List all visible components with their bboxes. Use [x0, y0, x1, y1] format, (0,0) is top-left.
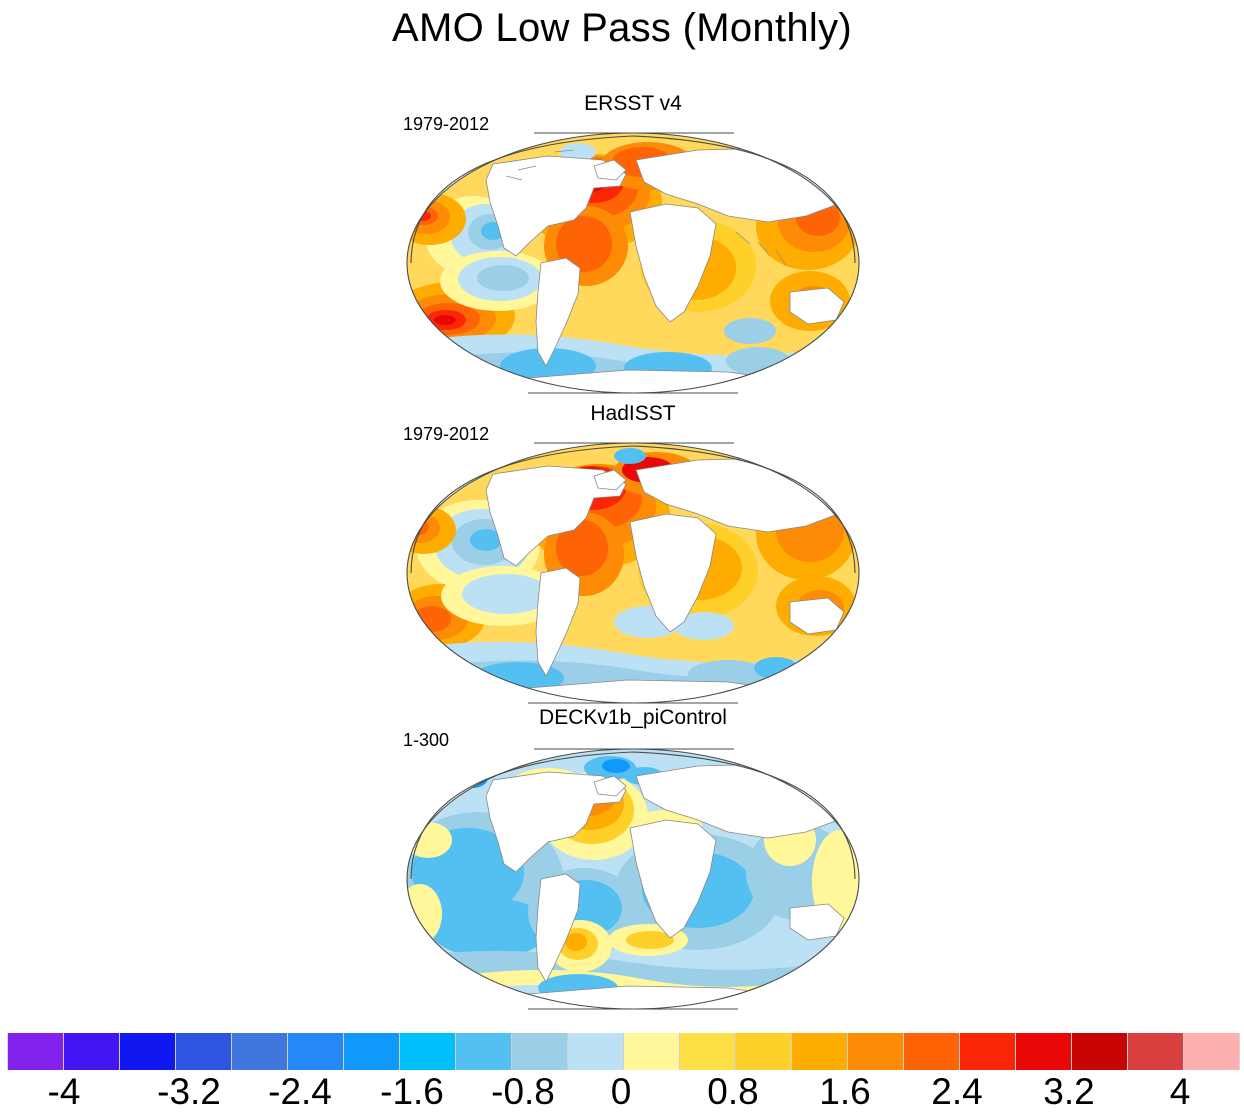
colorbar-swatch-21	[1184, 1033, 1239, 1070]
colorbar-tick-7: 1.6	[819, 1071, 871, 1112]
colorbar-swatch-14	[792, 1033, 848, 1070]
map-deckv1b-picontrol	[398, 732, 868, 1032]
colorbar-swatch-15	[848, 1033, 904, 1070]
colorbar-swatch-6	[344, 1033, 400, 1070]
colorbar-tick-6: 0.8	[707, 1071, 759, 1112]
colorbar-swatch-9	[512, 1033, 568, 1070]
colorbar-swatch-3	[176, 1033, 232, 1070]
colorbar-tick-8: 2.4	[931, 1071, 983, 1112]
colorbar	[7, 1033, 1240, 1070]
landmasses-3	[485, 763, 851, 1009]
map-svg-1	[406, 132, 860, 394]
panel-period-1: 1979-2012	[403, 114, 490, 134]
colorbar-swatch-2	[120, 1033, 176, 1070]
coastline-detail-1	[505, 149, 787, 267]
map-field-1	[407, 133, 859, 393]
colorbar-swatch-18	[1016, 1033, 1072, 1070]
colorbar-tick-5: 0	[610, 1071, 632, 1112]
panel-period-3: 1-300	[403, 730, 450, 750]
panel-title-1: ERSST v4	[584, 92, 682, 115]
colorbar-tick-10: 4	[1169, 1071, 1191, 1112]
map-field-2	[407, 443, 859, 703]
colorbar-swatch-7	[400, 1033, 456, 1070]
map-ersst-v4	[398, 116, 868, 416]
colorbar-swatch-0	[8, 1033, 64, 1070]
colorbar-swatch-13	[736, 1033, 792, 1070]
panel-period-2: 1979-2012	[403, 424, 490, 444]
colorbar-tick-4: -0.8	[491, 1071, 555, 1112]
panel-title-2: HadISST	[590, 402, 676, 425]
panel-title-3: DECKv1b_piControl	[539, 706, 727, 729]
colorbar-swatch-5	[288, 1033, 344, 1070]
colorbar-swatch-12	[680, 1033, 736, 1070]
colorbar-swatch-11	[624, 1033, 680, 1070]
map-hadisst	[398, 426, 868, 726]
map-field-3	[407, 749, 859, 1009]
colorbar-swatch-4	[232, 1033, 288, 1070]
colorbar-tick-1: -3.2	[157, 1071, 221, 1112]
colorbar-tick-0: -4	[47, 1071, 81, 1112]
colorbar-swatch-1	[64, 1033, 120, 1070]
colorbar-tick-labels: -4 -3.2 -2.4 -1.6 -0.8 0 0.8 1.6 2.4 3.2 4	[0, 1070, 1244, 1116]
colorbar-tick-3: -1.6	[380, 1071, 444, 1112]
map-svg-3	[406, 748, 860, 1010]
colorbar-swatch-10	[568, 1033, 624, 1070]
map-svg-2	[406, 442, 860, 704]
colorbar-swatch-16	[904, 1033, 960, 1070]
colorbar-swatch-20	[1128, 1033, 1184, 1070]
colorbar-tick-2: -2.4	[268, 1071, 332, 1112]
colorbar-swatch-8	[456, 1033, 512, 1070]
colorbar-swatch-17	[960, 1033, 1016, 1070]
colorbar-tick-9: 3.2	[1043, 1071, 1095, 1112]
figure-title: AMO Low Pass (Monthly)	[391, 6, 853, 50]
colorbar-swatch-19	[1072, 1033, 1128, 1070]
